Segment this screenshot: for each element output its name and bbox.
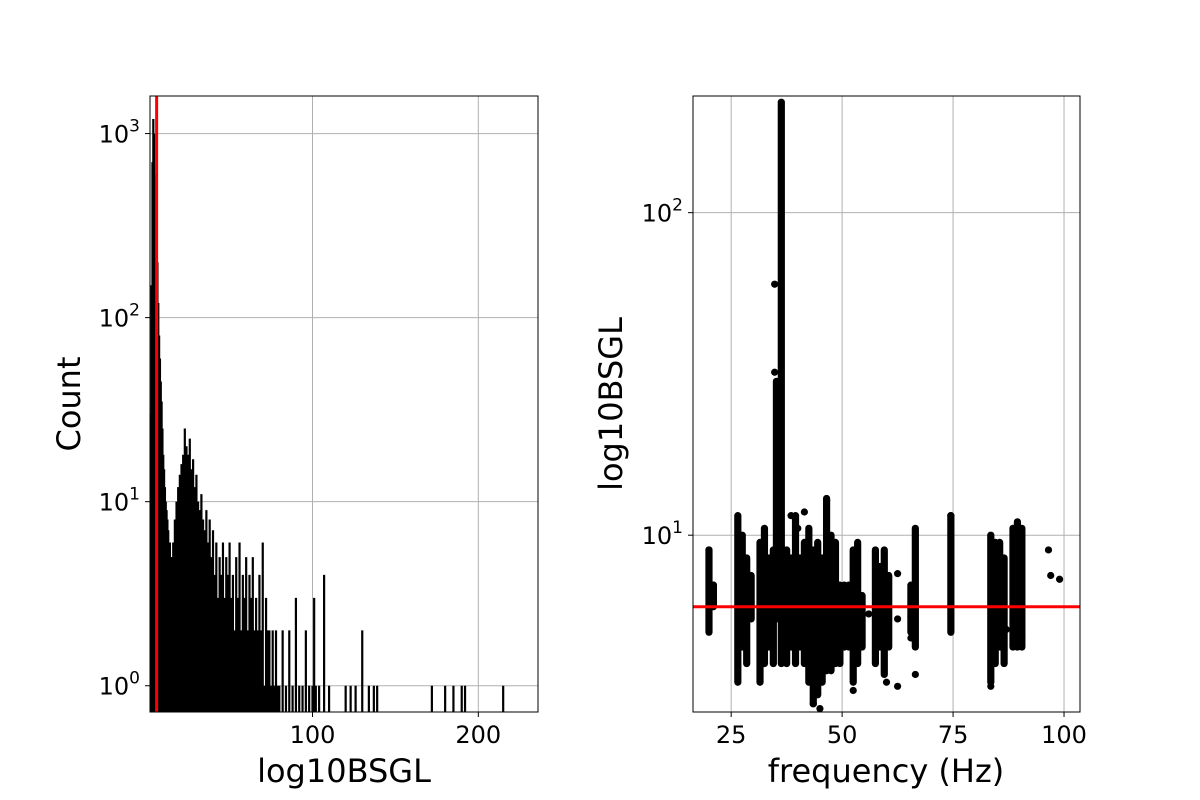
scatter-point (893, 570, 902, 578)
scatter-x-tick-label: 50 (827, 721, 858, 749)
scatter-y-axis-title: log10BSGL (592, 317, 630, 491)
scatter-point (893, 682, 902, 690)
scatter-point (771, 280, 779, 288)
scatter-x-axis-title: frequency (Hz) (768, 752, 1005, 790)
histogram-frame (149, 95, 539, 713)
scatter-point (893, 615, 902, 623)
histogram-y-tick-label: 102 (99, 301, 140, 333)
scatter-point (907, 612, 915, 621)
scatter-point (1044, 546, 1053, 554)
scatter-point (816, 704, 824, 713)
histogram-x-ticks: 100 200 (290, 712, 501, 749)
histogram-x-tick-label: 100 (290, 721, 336, 749)
histogram-y-axis-title: Count (50, 356, 88, 451)
scatter-y-tick-label: 101 (642, 518, 683, 550)
scatter-point (800, 508, 808, 516)
scatter-x-tick-label: 25 (716, 721, 747, 749)
scatter-point (809, 700, 817, 708)
scatter-point (822, 497, 831, 505)
scatter-point (787, 512, 795, 520)
scatter-y-ticks: 101 102 (642, 196, 693, 550)
scatter-point (849, 686, 857, 695)
scatter-frame (692, 95, 1081, 713)
scatter-point (1055, 575, 1064, 583)
histogram-y-tick-label: 100 (99, 669, 140, 701)
scatter-point (1047, 571, 1055, 580)
histogram-x-tick-label: 200 (455, 721, 501, 749)
histogram-y-tick-label: 103 (99, 117, 140, 149)
scatter-point (794, 524, 802, 532)
scatter-point (882, 678, 891, 686)
scatter-x-tick-label: 75 (938, 721, 969, 749)
scatter-x-tick-label: 100 (1041, 721, 1087, 749)
scatter-point (911, 670, 919, 679)
scatter-y-tick-label: 102 (642, 196, 683, 228)
scatter-point (771, 368, 779, 376)
histogram-panel: 100 200 100 101 102 103 log10BSGL Count (50, 95, 539, 790)
scatter-point (709, 581, 718, 589)
scatter-point (1018, 631, 1026, 639)
histogram-bars (149, 118, 505, 712)
histogram-x-axis-title: log10BSGL (257, 752, 431, 790)
scatter-point (907, 634, 915, 642)
scatter-point (987, 682, 995, 690)
scatter-point (865, 610, 873, 618)
scatter-panel: 25 50 75 100 101 102 frequency (Hz) log10BSG… (592, 95, 1087, 790)
histogram-y-tick-label: 101 (99, 485, 140, 517)
scatter-point (947, 512, 955, 520)
scatter-point (1002, 625, 1010, 634)
scatter-point (831, 653, 840, 661)
scatter-point (705, 546, 713, 554)
scatter-points (705, 98, 1064, 713)
histogram-y-ticks: 100 101 102 103 (99, 117, 150, 701)
scatter-x-ticks: 25 50 75 100 (716, 712, 1087, 749)
